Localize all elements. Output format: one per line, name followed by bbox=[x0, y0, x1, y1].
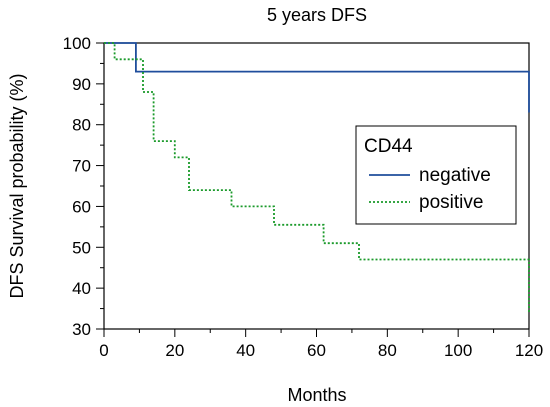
y-tick-label-70: 70 bbox=[72, 157, 91, 176]
chart-title: 5 years DFS bbox=[267, 5, 367, 25]
legend-label-negative: negative bbox=[419, 165, 491, 186]
y-tick-label-100: 100 bbox=[63, 34, 91, 53]
y-tick-label-90: 90 bbox=[72, 75, 91, 94]
series-line-positive bbox=[104, 42, 530, 313]
x-tick-label-0: 0 bbox=[99, 341, 108, 360]
legend-title: CD44 bbox=[364, 136, 413, 157]
y-tick-label-40: 40 bbox=[72, 279, 91, 298]
x-tick-label-40: 40 bbox=[236, 341, 255, 360]
y-tick-label-30: 30 bbox=[72, 320, 91, 339]
x-tick-label-20: 20 bbox=[165, 341, 184, 360]
x-tick-label-100: 100 bbox=[444, 341, 472, 360]
legend: CD44 negative positive bbox=[355, 125, 517, 225]
x-tick-label-60: 60 bbox=[307, 341, 326, 360]
x-axis-label: Months bbox=[287, 385, 346, 405]
x-tick-label-120: 120 bbox=[515, 341, 543, 360]
series-line-negative bbox=[104, 42, 530, 113]
y-tick-label-80: 80 bbox=[72, 116, 91, 135]
x-tick-label-80: 80 bbox=[378, 341, 397, 360]
y-axis-label: DFS Survival probability (%) bbox=[7, 73, 27, 298]
plot-area: 0 20 40 60 80 100 120 30 40 50 60 70 80 90 100 bbox=[63, 34, 544, 360]
y-tick-label-60: 60 bbox=[72, 197, 91, 216]
legend-label-positive: positive bbox=[419, 192, 483, 213]
y-tick-label-50: 50 bbox=[72, 238, 91, 257]
